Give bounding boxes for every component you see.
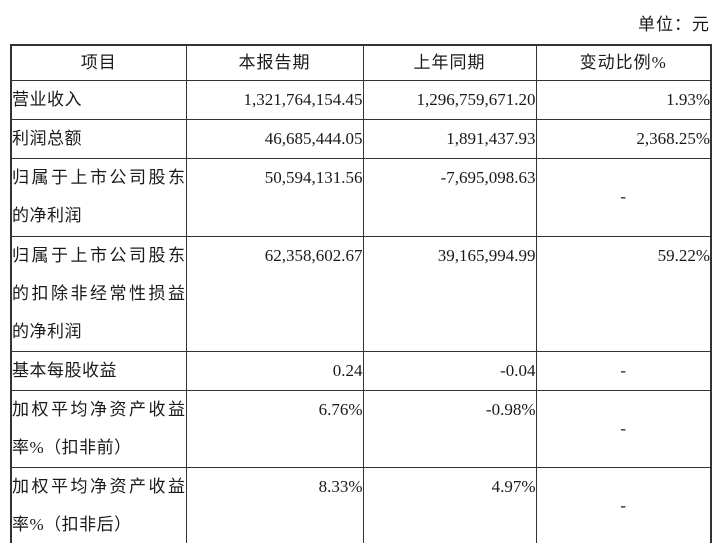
- financial-results-table: 项目 本报告期 上年同期 变动比例% 营业收入 1,321,764,154.45…: [10, 44, 712, 543]
- item-cell: 归属于上市公司股东的扣除非经常性损益的净利润: [10, 235, 187, 352]
- unit-label: 单位：元: [638, 15, 710, 34]
- table-row: 加权平均净资产收益率%（扣非后） 8.33% 4.97% -: [10, 466, 712, 543]
- item-cell: 基本每股收益: [10, 350, 187, 391]
- change-ratio-cell: 59.22%: [535, 235, 712, 352]
- item-cell: 利润总额: [10, 118, 187, 159]
- current-period-cell: 0.24: [185, 350, 364, 391]
- table-row: 归属于上市公司股东的扣除非经常性损益的净利润 62,358,602.67 39,…: [10, 235, 712, 352]
- prior-period-cell: 39,165,994.99: [362, 235, 537, 352]
- item-cell: 加权平均净资产收益率%（扣非后）: [10, 466, 187, 543]
- item-cell: 营业收入: [10, 79, 187, 120]
- column-header-change-ratio: 变动比例%: [535, 44, 712, 81]
- change-ratio-cell: 1.93%: [535, 79, 712, 120]
- column-header-prior-period: 上年同期: [362, 44, 537, 81]
- current-period-cell: 50,594,131.56: [185, 157, 364, 237]
- prior-period-cell: 1,296,759,671.20: [362, 79, 537, 120]
- prior-period-cell: 4.97%: [362, 466, 537, 543]
- change-ratio-cell: -: [535, 350, 712, 391]
- column-header-item: 项目: [10, 44, 187, 81]
- table-row: 归属于上市公司股东的净利润 50,594,131.56 -7,695,098.6…: [10, 157, 712, 237]
- table-row: 基本每股收益 0.24 -0.04 -: [10, 350, 712, 391]
- prior-period-cell: -0.04: [362, 350, 537, 391]
- column-header-current-period: 本报告期: [185, 44, 364, 81]
- current-period-cell: 46,685,444.05: [185, 118, 364, 159]
- prior-period-cell: 1,891,437.93: [362, 118, 537, 159]
- change-ratio-cell: -: [535, 157, 712, 237]
- prior-period-cell: -0.98%: [362, 389, 537, 468]
- prior-period-cell: -7,695,098.63: [362, 157, 537, 237]
- change-ratio-cell: 2,368.25%: [535, 118, 712, 159]
- table-row: 加权平均净资产收益率%（扣非前） 6.76% -0.98% -: [10, 389, 712, 468]
- table-row: 利润总额 46,685,444.05 1,891,437.93 2,368.25…: [10, 118, 712, 159]
- item-cell: 加权平均净资产收益率%（扣非前）: [10, 389, 187, 468]
- current-period-cell: 62,358,602.67: [185, 235, 364, 352]
- table-row: 营业收入 1,321,764,154.45 1,296,759,671.20 1…: [10, 79, 712, 120]
- current-period-cell: 1,321,764,154.45: [185, 79, 364, 120]
- change-ratio-cell: -: [535, 466, 712, 543]
- change-ratio-cell: -: [535, 389, 712, 468]
- item-cell: 归属于上市公司股东的净利润: [10, 157, 187, 237]
- table-header-row: 项目 本报告期 上年同期 变动比例%: [10, 44, 712, 81]
- current-period-cell: 6.76%: [185, 389, 364, 468]
- current-period-cell: 8.33%: [185, 466, 364, 543]
